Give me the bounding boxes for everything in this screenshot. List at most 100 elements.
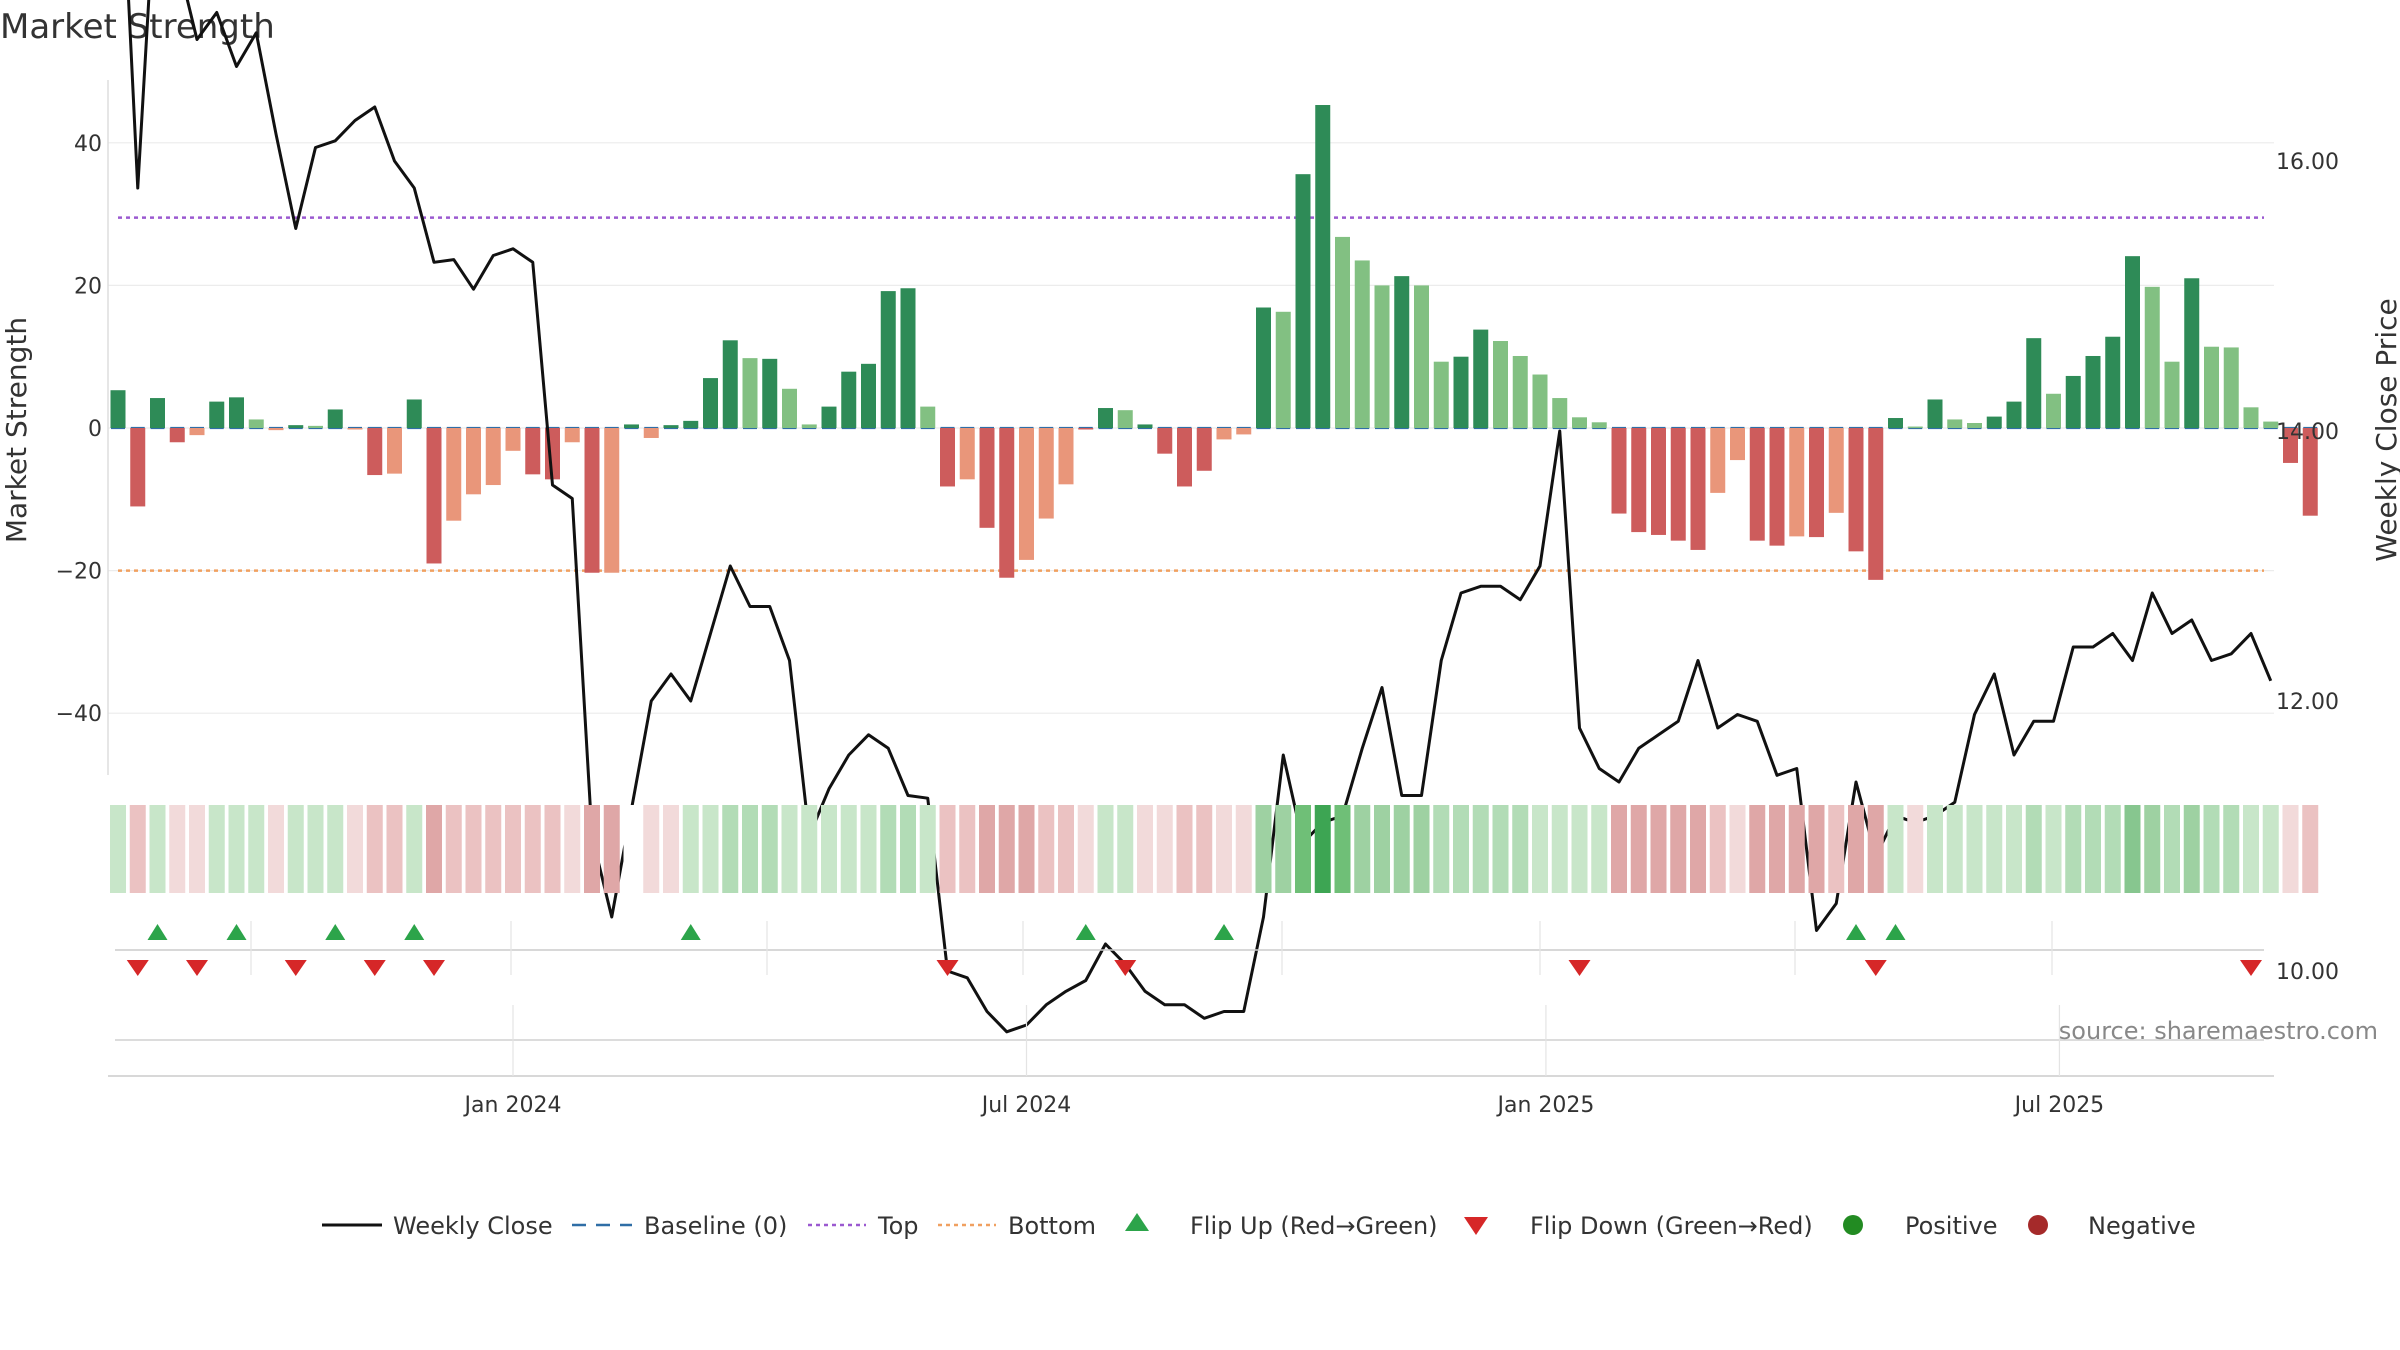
strength-bar (1967, 423, 1982, 428)
strength-bar (485, 428, 501, 486)
strength-bar (663, 425, 679, 428)
heat-cell (1275, 805, 1292, 893)
strength-bar (722, 340, 738, 428)
heat-cell (1591, 805, 1608, 893)
right-tick-label: 10.00 (2276, 960, 2339, 985)
heat-cell (366, 805, 383, 893)
heat-cell (2164, 805, 2180, 893)
strength-bar (801, 424, 817, 428)
heat-cell (307, 805, 324, 893)
strength-bar (1631, 428, 1647, 533)
heat-cell (386, 805, 403, 893)
heat-cell (663, 805, 679, 893)
strength-bar (2046, 393, 2061, 428)
legend-label: Bottom (1008, 1212, 1096, 1240)
heat-cell (1196, 805, 1213, 893)
right-axis-title: Weekly Close Price (2370, 298, 2400, 561)
heat-cell (1354, 805, 1371, 893)
right-tick-label: 14.00 (2276, 420, 2339, 445)
strength-bar (920, 406, 936, 428)
left-tick-label: −20 (56, 560, 102, 585)
heat-cell (248, 805, 265, 893)
strength-bar (1177, 428, 1192, 487)
heat-cell (564, 805, 581, 893)
flip-down-marker (363, 960, 386, 976)
flip-up-marker (226, 924, 247, 940)
strength-bar (1809, 428, 1824, 538)
heat-cell (1058, 805, 1074, 893)
heat-cell (860, 805, 877, 893)
heat-cell (1512, 805, 1529, 893)
strength-bar (1730, 428, 1745, 461)
legend-item: Top (808, 1212, 919, 1240)
heat-cell (1255, 805, 1272, 893)
strength-bar (1078, 428, 1094, 430)
heat-cell (1374, 805, 1390, 893)
heat-cell (2243, 805, 2259, 893)
flip-down-marker (284, 960, 307, 976)
strength-bar (1769, 428, 1785, 546)
heat-cell (2262, 805, 2279, 893)
strength-bar (1216, 428, 1232, 440)
heat-cell (959, 805, 976, 893)
heat-cell (2065, 805, 2082, 893)
strength-bar (466, 428, 481, 495)
heat-cell (2144, 805, 2161, 893)
heat-cell (702, 805, 719, 893)
heat-cell (781, 805, 798, 893)
strength-bar (1651, 428, 1666, 535)
strength-bar (1315, 105, 1331, 429)
strength-bar (347, 428, 363, 430)
lower-panels (108, 921, 2274, 1077)
strength-bar (1374, 285, 1390, 428)
strength-bar (1710, 428, 1726, 493)
x-tick-label: Jul 2025 (2013, 1093, 2105, 1118)
heat-cell (208, 805, 225, 893)
heat-cell (1314, 805, 1331, 893)
heat-cell (1038, 805, 1055, 893)
heat-cell (880, 805, 897, 893)
strength-bar (2125, 256, 2140, 428)
strength-bar (2144, 286, 2160, 428)
strength-bar (1473, 329, 1489, 428)
heat-cell (801, 805, 818, 893)
heat-cell (998, 805, 1015, 893)
strength-bar (169, 428, 185, 443)
strength-bar (1552, 398, 1568, 428)
heat-cell (1808, 805, 1825, 893)
heat-cell (2104, 805, 2121, 893)
heat-cell (1887, 805, 1904, 893)
strength-bar (1690, 428, 1706, 550)
legend-item: Flip Down (Green→Red) (1464, 1212, 1813, 1240)
legend-item: Bottom (938, 1212, 1096, 1240)
legend-label: Weekly Close (393, 1212, 553, 1240)
strength-bar (1947, 419, 1963, 428)
heat-cell (426, 805, 442, 893)
legend-label: Flip Up (Red→Green) (1190, 1212, 1438, 1240)
heat-cell (268, 805, 284, 893)
strength-bar (1137, 424, 1153, 428)
strength-bar (1453, 356, 1469, 428)
strength-bar (1986, 416, 2002, 428)
heat-cell (1946, 805, 1963, 893)
legend-item: Flip Up (Red→Green) (1125, 1212, 1438, 1240)
left-axis-ticks: 40 20 0 −20 −40 (56, 132, 102, 727)
reference-lines (111, 216, 2318, 572)
heat-cell (1117, 805, 1134, 893)
strength-bars (110, 105, 2318, 580)
strength-bar (821, 406, 837, 428)
flip-up-marker (1214, 924, 1234, 940)
legend-triangle-down-icon (1464, 1217, 1488, 1235)
heat-cell (1472, 805, 1489, 893)
heat-cell (327, 805, 344, 893)
flip-down-marker (423, 960, 445, 976)
strength-bar (624, 424, 639, 428)
strength-bar (2065, 375, 2081, 428)
heat-cell (1670, 805, 1687, 893)
flip-down-marker (186, 960, 208, 976)
legend: Weekly Close Baseline (0) Top Bottom Flip Up… (322, 1212, 2196, 1240)
strength-bar (1038, 428, 1054, 519)
x-tick-label: Jan 2024 (463, 1093, 562, 1118)
heat-cell (1848, 805, 1864, 893)
legend-triangle-up-icon (1125, 1213, 1149, 1231)
